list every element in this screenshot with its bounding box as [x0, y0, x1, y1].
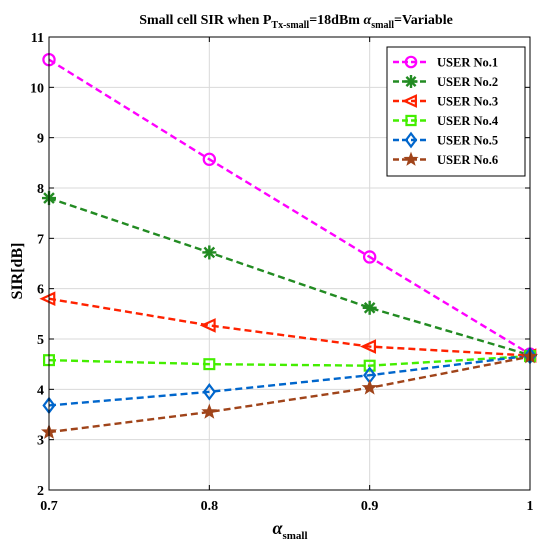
- title-p-subscript: Tx-small: [271, 20, 309, 31]
- chart-title: Small cell SIR when PTx-small=18dBm αsma…: [139, 13, 453, 31]
- data-point: [202, 245, 217, 260]
- x-tick-label: 0.7: [40, 499, 58, 514]
- y-axis-title: SIR[dB]: [9, 243, 26, 300]
- y-tick-label: 9: [37, 132, 44, 147]
- data-point: [202, 152, 217, 167]
- y-tick-label: 5: [37, 333, 44, 348]
- title-suffix: =Variable: [394, 13, 453, 28]
- marker-stroke: [363, 301, 376, 314]
- marker-stroke: [405, 76, 417, 87]
- data-point: [404, 55, 418, 69]
- y-tick-label: 8: [37, 182, 44, 197]
- y-tick-label: 3: [37, 434, 44, 449]
- legend-label: USER No.5: [437, 134, 498, 148]
- y-tick-label: 4: [37, 383, 44, 398]
- x-axis-subscript: small: [282, 530, 307, 542]
- x-axis-title: αsmall: [272, 518, 307, 542]
- x-tick-label: 0.9: [361, 499, 379, 514]
- legend: USER No.1 USER No.2 USER No.3 USER No.4 USER…: [386, 46, 526, 177]
- series-lines: [48, 58, 531, 434]
- data-point: [202, 383, 216, 401]
- y-tick-label: 11: [31, 31, 44, 46]
- marker-stroke: [203, 246, 216, 259]
- legend-label: USER No.6: [437, 153, 498, 167]
- series-line: [48, 354, 531, 367]
- data-point: [362, 250, 377, 264]
- series-line: [48, 297, 531, 357]
- legend-label: USER No.2: [437, 75, 498, 89]
- legend-label: USER No.3: [437, 95, 498, 109]
- series-line: [48, 58, 531, 356]
- y-tick-label: 6: [37, 283, 44, 298]
- data-point: [199, 318, 216, 333]
- series-line: [48, 354, 531, 407]
- title-alpha-subscript: small: [371, 20, 394, 31]
- y-tick-label: 2: [37, 484, 44, 499]
- legend-box: [386, 46, 526, 177]
- plot-frame: [48, 36, 531, 491]
- x-axis-alpha: α: [272, 518, 283, 538]
- data-point: [404, 75, 418, 88]
- legend-label: USER No.1: [437, 56, 498, 70]
- data-point: [361, 379, 378, 395]
- x-tick-label: 1: [527, 499, 534, 514]
- x-tick-label: 0.8: [201, 499, 219, 514]
- data-point: [39, 291, 56, 307]
- data-point: [403, 151, 419, 166]
- series-line: [48, 355, 531, 434]
- data-point: [404, 131, 418, 149]
- series-line: [48, 196, 531, 357]
- y-tick-label: 7: [37, 232, 44, 247]
- data-point: [362, 300, 377, 315]
- axis-ticks: 0.7 0.8 0.9 1 2 3 4 5 6 7 8 9 10 11: [30, 31, 534, 514]
- legend-label: USER No.4: [437, 114, 499, 128]
- y-tick-label: 10: [30, 81, 44, 96]
- title-alpha: α: [363, 13, 371, 28]
- title-middle: =18dBm: [309, 13, 363, 28]
- data-point: [405, 114, 417, 127]
- data-point: [363, 359, 376, 372]
- title-prefix: Small cell SIR when P: [139, 13, 272, 28]
- data-point: [203, 358, 216, 371]
- data-point: [360, 339, 377, 354]
- data-point: [401, 94, 417, 108]
- data-point: [201, 403, 218, 419]
